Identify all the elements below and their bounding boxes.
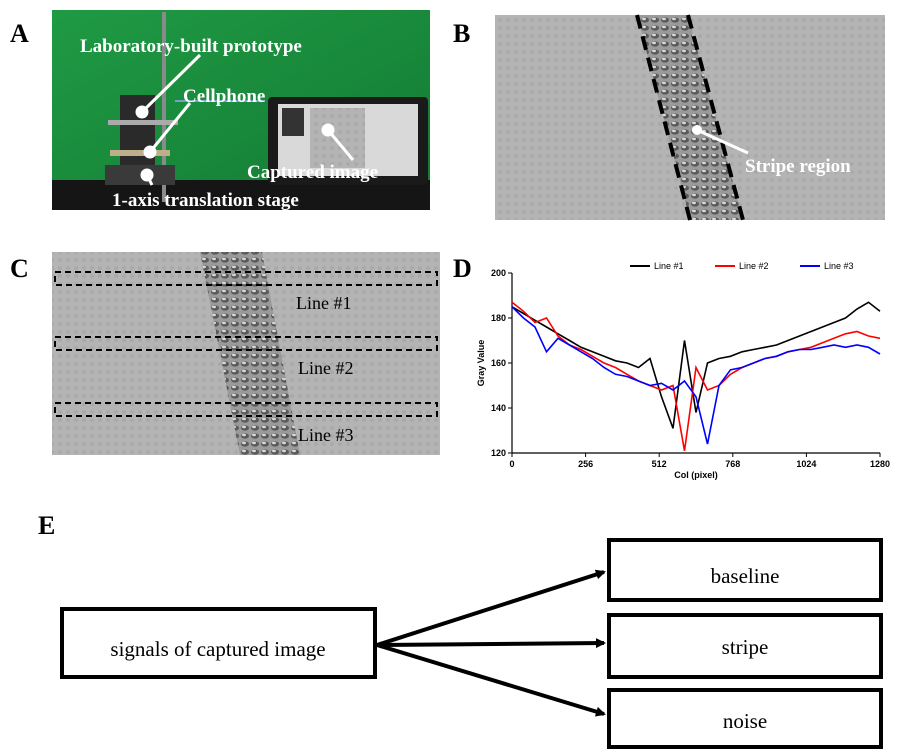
panel-letter: A	[10, 19, 29, 48]
y-tick-label: 140	[491, 403, 506, 413]
x-tick-label: 1280	[870, 459, 890, 469]
legend-label: Line #2	[739, 261, 769, 271]
arrow	[376, 569, 606, 647]
x-tick-label: 256	[578, 459, 593, 469]
annotation: Laboratory-built prototype	[80, 36, 302, 57]
arrow	[376, 638, 606, 649]
y-tick-label: 200	[491, 268, 506, 278]
target-box	[607, 688, 883, 749]
data-line	[511, 301, 881, 429]
data-line	[511, 306, 881, 445]
photo-a	[52, 10, 430, 210]
y-tick-label: 120	[491, 448, 506, 458]
line-label: Line #1	[296, 293, 352, 313]
annotation: 1-axis translation stage	[112, 190, 299, 211]
pointers-a	[135, 53, 355, 186]
annotation: Captured image	[247, 162, 378, 183]
annotation: Cellphone	[183, 86, 265, 107]
arrow	[376, 643, 606, 717]
y-axis-label: Gray Value	[476, 340, 486, 387]
photo-b	[495, 14, 885, 221]
y-tick-label: 180	[491, 313, 506, 323]
box-label: signals of captured image	[110, 637, 325, 661]
x-tick-label: 512	[652, 459, 667, 469]
photo-c	[52, 252, 440, 455]
x-tick-label: 768	[725, 459, 740, 469]
x-tick-label: 1024	[796, 459, 816, 469]
panel-letter: B	[453, 19, 470, 48]
box-label: stripe	[722, 635, 769, 659]
legend-label: Line #3	[824, 261, 854, 271]
annotation: Stripe region	[745, 156, 851, 177]
box-label: baseline	[711, 564, 780, 588]
line-label: Line #2	[298, 358, 354, 378]
x-axis-label: Col (pixel)	[674, 470, 718, 480]
diagram	[60, 538, 883, 749]
y-tick-label: 160	[491, 358, 506, 368]
panel-letter: E	[38, 511, 55, 540]
box-label: noise	[723, 709, 767, 733]
line-label: Line #3	[298, 425, 354, 445]
legend-label: Line #1	[654, 261, 684, 271]
panel-letter: C	[10, 254, 29, 283]
line-chart: 120 140 160 180 200 0 256 512 768 1024 1280 Col (pi…	[476, 261, 890, 480]
x-tick-label: 0	[509, 459, 514, 469]
source-box	[60, 607, 377, 679]
data-line	[511, 301, 881, 451]
target-box	[607, 613, 883, 679]
panel-letter: D	[453, 254, 472, 283]
target-box	[607, 538, 883, 602]
